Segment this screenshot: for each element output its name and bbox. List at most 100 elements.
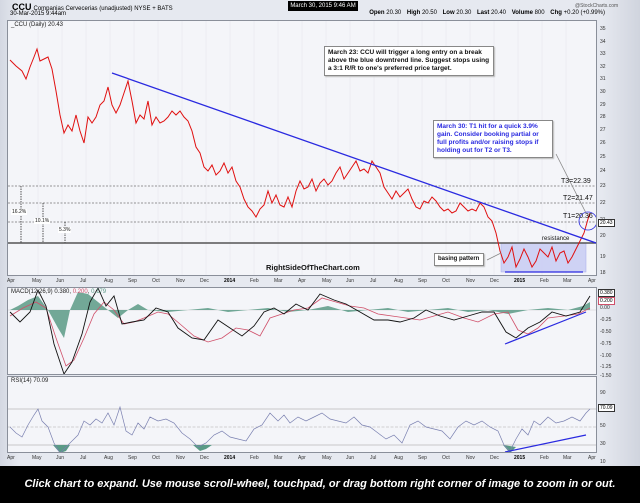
chart-header: CCU Companias Cervecerias (unadjusted) NY…	[0, 0, 640, 20]
x-tick: Jul	[370, 455, 377, 461]
change-value: +0.20 (+0.99%)	[563, 10, 605, 16]
y-tick: 18	[600, 270, 606, 276]
change-label: Chg	[550, 10, 562, 16]
y-tick: 30	[600, 89, 606, 95]
rsi-tag: 70.09	[598, 404, 615, 412]
y-tick: 20	[600, 233, 606, 239]
x-tick-year: 2015	[514, 455, 526, 461]
y-tick: -1.25	[600, 364, 612, 370]
x-tick: Jul	[370, 278, 377, 284]
signal-tag: 0.200	[598, 297, 615, 305]
x-tick-year: 2014	[224, 455, 236, 461]
signal-value: 0.200	[72, 289, 88, 295]
price-legend: _CCU (Daily) 20.43	[11, 22, 64, 28]
high-label: High	[406, 10, 421, 16]
rsi-legend: RSI(14) 70.09	[11, 378, 49, 384]
x-tick: Jun	[56, 278, 65, 284]
target-t3: T3=22.39	[561, 178, 591, 185]
x-tick: Jul	[80, 278, 87, 284]
x-tick: Dec	[490, 278, 499, 284]
x-tick: Aug	[394, 455, 403, 461]
x-tick: Feb	[540, 455, 549, 461]
y-tick: 32	[600, 64, 606, 70]
watermark: RightSideOfTheChart.com	[266, 263, 360, 272]
y-tick: 34	[600, 39, 606, 45]
x-tick: Nov	[176, 455, 185, 461]
x-tick: Apr	[7, 455, 15, 461]
x-tick: May	[322, 455, 332, 461]
macd-legend: MACD(12,26,9) 0.380, 0.200, 0.179	[11, 289, 107, 295]
y-tick: 50	[600, 423, 606, 429]
y-tick: 35	[600, 26, 606, 32]
x-tick: Nov	[176, 278, 185, 284]
x-tick: Sep	[418, 455, 427, 461]
volume-value: 800	[534, 10, 545, 16]
x-tick: Apr	[588, 455, 596, 461]
y-tick: 27	[600, 127, 606, 133]
x-tick: Aug	[104, 455, 113, 461]
x-tick: Mar	[563, 455, 572, 461]
rsi-panel[interactable]: RSI(14) 70.09	[7, 376, 597, 453]
y-tick: 22	[600, 200, 606, 206]
y-tick: -0.25	[600, 317, 612, 323]
y-tick: 33	[600, 51, 606, 57]
rsi-plot	[8, 405, 596, 452]
resistance-label: resistance	[542, 236, 570, 242]
symbol-title: CCU Companias Cervecerias (unadjusted) NY…	[12, 2, 173, 12]
x-tick: Apr	[298, 278, 306, 284]
percent-label-t3: 16.2%	[11, 209, 28, 215]
y-tick: 24	[600, 168, 606, 174]
x-tick: Mar	[563, 278, 572, 284]
x-tick: Nov	[466, 278, 475, 284]
open-value: 20.30	[386, 10, 402, 16]
last-value: 20.40	[491, 10, 507, 16]
x-tick: Sep	[128, 455, 137, 461]
x-tick: Aug	[394, 278, 403, 284]
x-axis-price: Apr May Jun Jul Aug Sep Oct Nov Dec 2014…	[7, 277, 597, 286]
x-tick: Jun	[56, 455, 65, 461]
macd-plot	[8, 288, 596, 374]
symbol: CCU	[12, 2, 32, 12]
x-tick: Jul	[80, 455, 87, 461]
x-tick: Apr	[7, 278, 15, 284]
target-t1: T1=20.36	[563, 213, 593, 220]
x-tick: Jun	[346, 455, 355, 461]
y-tick: 31	[600, 76, 606, 82]
x-tick: Dec	[200, 278, 209, 284]
y-tick: 23	[600, 183, 606, 189]
x-tick: Nov	[466, 455, 475, 461]
x-tick: Sep	[128, 278, 137, 284]
percent-label-t1: 5.3%	[58, 227, 72, 233]
note-march30: March 30: T1 hit for a quick 3.9% gain. …	[433, 120, 553, 158]
open-label: Open	[369, 10, 385, 16]
chart-date: 30-Mar-2015 9:44am	[10, 11, 67, 17]
x-tick: Aug	[104, 278, 113, 284]
x-tick: Jun	[346, 278, 355, 284]
x-tick: Apr	[588, 278, 596, 284]
x-tick: Oct	[442, 455, 450, 461]
x-tick: May	[32, 278, 42, 284]
y-tick: 25	[600, 154, 606, 160]
x-tick-year: 2015	[514, 278, 526, 284]
footer-instructions: Click chart to expand. Use mouse scroll-…	[0, 466, 640, 503]
x-tick: Dec	[200, 455, 209, 461]
macd-tag: 0.380	[598, 289, 615, 297]
x-tick: Mar	[274, 455, 283, 461]
x-tick: Oct	[152, 455, 160, 461]
ohlc-summary: Open 20.30 High 20.50 Low 20.30 Last 20.…	[365, 10, 605, 16]
x-axis-bottom: Apr May Jun Jul Aug Sep Oct Nov Dec 2014…	[7, 454, 597, 463]
chart-frame[interactable]: CCU Companias Cervecerias (unadjusted) NY…	[0, 0, 640, 466]
low-label: Low	[442, 10, 455, 16]
last-price-tag: 20.43	[598, 219, 615, 227]
y-tick: 0.00	[600, 305, 610, 311]
x-tick: May	[32, 455, 42, 461]
x-tick: Apr	[298, 455, 306, 461]
high-value: 20.50	[421, 10, 437, 16]
x-tick: Oct	[152, 278, 160, 284]
company-name: Companias Cervecerias (unadjusted) NYSE …	[33, 6, 173, 12]
macd-panel[interactable]: MACD(12,26,9) 0.380, 0.200, 0.179	[7, 287, 597, 375]
target-t2: T2=21.47	[563, 195, 593, 202]
y-tick: 10	[600, 459, 606, 465]
x-tick: Oct	[442, 278, 450, 284]
x-tick: Feb	[250, 455, 259, 461]
